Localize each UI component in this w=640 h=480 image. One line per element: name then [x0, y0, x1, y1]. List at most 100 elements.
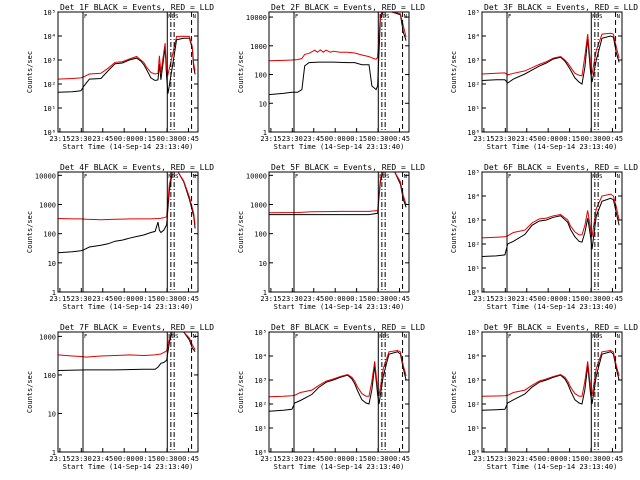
panel-title: Det 5F BLACK = Events, RED = LLD — [271, 163, 425, 172]
marker-label: D — [383, 174, 386, 180]
panel-title: Det 8F BLACK = Events, RED = LLD — [271, 323, 425, 332]
panel-title: Det 9F BLACK = Events, RED = LLD — [484, 323, 638, 332]
x-tick-label: 00:15 — [559, 135, 580, 143]
x-tick-label: 00:15 — [559, 295, 580, 303]
x-tick-label: 00:45 — [389, 135, 410, 143]
y-tick-label: 100 — [254, 231, 267, 239]
y-tick-label: 10⁴ — [43, 33, 56, 41]
x-axis-label: Start Time (14-Sep-14 23:13:40) — [63, 463, 194, 471]
series-line-lld — [58, 35, 196, 80]
x-tick-label: 00:30 — [581, 455, 602, 463]
marker-label: N — [168, 174, 171, 180]
x-tick-label: 23:30 — [495, 135, 516, 143]
marker-label: N — [617, 334, 620, 340]
x-tick-label: 00:15 — [346, 455, 367, 463]
marker-label: S — [599, 174, 602, 180]
series-line-lld — [269, 349, 407, 398]
y-tick-label: 10² — [43, 81, 56, 89]
marker-label: S — [386, 14, 389, 20]
panel-title: Det 1F BLACK = Events, RED = LLD — [60, 3, 214, 12]
panel-title: Det 7F BLACK = Events, RED = LLD — [60, 323, 214, 332]
marker-label: D — [172, 334, 175, 340]
marker-label: N — [379, 334, 382, 340]
x-tick-label: 00:00 — [114, 135, 135, 143]
y-tick-label: 10³ — [467, 217, 480, 225]
marker-label: D — [383, 14, 386, 20]
x-tick-label: 23:15 — [49, 295, 70, 303]
y-axis-label: Counts/sec — [450, 211, 458, 253]
y-tick-label: 10 — [259, 100, 267, 108]
x-axis-label: Start Time (14-Sep-14 23:13:40) — [63, 143, 194, 151]
marker-label: N — [617, 14, 620, 20]
y-tick-label: 10³ — [43, 57, 56, 65]
x-tick-label: 00:45 — [178, 135, 199, 143]
marker-label: N — [404, 174, 407, 180]
y-tick-label: 10¹ — [254, 425, 267, 433]
x-tick-label: 00:30 — [368, 295, 389, 303]
x-tick-label: 23:30 — [495, 295, 516, 303]
plot-frame — [481, 331, 623, 453]
series-line-events — [58, 37, 196, 94]
y-tick-label: 10⁵ — [467, 169, 480, 177]
x-tick-label: 00:30 — [157, 295, 178, 303]
x-tick-label: 23:45 — [516, 135, 537, 143]
x-tick-label: 00:30 — [157, 135, 178, 143]
y-axis-label: Counts/sec — [450, 51, 458, 93]
marker-label: N — [379, 14, 382, 20]
x-axis-label: Start Time (14-Sep-14 23:13:40) — [487, 143, 618, 151]
x-tick-label: 23:45 — [516, 295, 537, 303]
marker-label: F — [508, 174, 511, 180]
marker-label: F — [295, 14, 298, 20]
x-tick-label: 00:15 — [559, 455, 580, 463]
marker-label: F — [295, 174, 298, 180]
y-tick-label: 10 — [259, 260, 267, 268]
y-tick-label: 1000 — [250, 43, 267, 51]
series-line-events — [482, 351, 620, 411]
x-axis-label: Start Time (14-Sep-14 23:13:40) — [274, 463, 405, 471]
y-tick-label: 10⁴ — [467, 33, 480, 41]
x-tick-label: 00:15 — [135, 135, 156, 143]
y-tick-label: 100 — [254, 72, 267, 80]
marker-label: N — [592, 14, 595, 20]
y-tick-label: 10¹ — [467, 425, 480, 433]
marker-label: N — [193, 14, 196, 20]
y-tick-label: 10² — [254, 401, 267, 409]
x-tick-label: 23:15 — [49, 455, 70, 463]
marker-label: S — [386, 334, 389, 340]
x-axis-label: Start Time (14-Sep-14 23:13:40) — [63, 303, 194, 311]
plot-frame — [268, 331, 410, 453]
marker-label: N — [168, 14, 171, 20]
y-tick-label: 10¹ — [43, 105, 56, 113]
x-tick-label: 00:00 — [325, 295, 346, 303]
series-line-lld — [269, 172, 407, 214]
x-tick-label: 00:00 — [114, 455, 135, 463]
series-line-lld — [58, 172, 196, 225]
x-tick-label: 23:30 — [71, 135, 92, 143]
plot-frame — [268, 11, 410, 133]
marker-label: N — [617, 174, 620, 180]
y-tick-label: 1 — [52, 449, 56, 457]
marker-label: N — [168, 334, 171, 340]
x-tick-label: 23:30 — [282, 455, 303, 463]
y-axis-label: Counts/sec — [237, 51, 245, 93]
y-tick-label: 10⁴ — [467, 193, 480, 201]
marker-label: D — [596, 334, 599, 340]
series-line-events — [482, 197, 620, 257]
plot-frame — [57, 331, 199, 453]
plot-frame — [57, 11, 199, 133]
y-tick-label: 10000 — [246, 172, 267, 180]
x-tick-label: 23:15 — [473, 135, 494, 143]
y-tick-label: 10⁰ — [467, 289, 480, 297]
marker-label: S — [175, 14, 178, 20]
plot-frame — [57, 171, 199, 293]
y-tick-label: 10⁴ — [254, 353, 267, 361]
x-tick-label: 23:30 — [282, 295, 303, 303]
x-tick-label: 00:30 — [368, 135, 389, 143]
series-line-lld — [482, 193, 620, 239]
x-tick-label: 00:00 — [538, 455, 559, 463]
marker-label: D — [596, 14, 599, 20]
y-tick-label: 10⁰ — [254, 449, 267, 457]
x-tick-label: 23:15 — [260, 135, 281, 143]
